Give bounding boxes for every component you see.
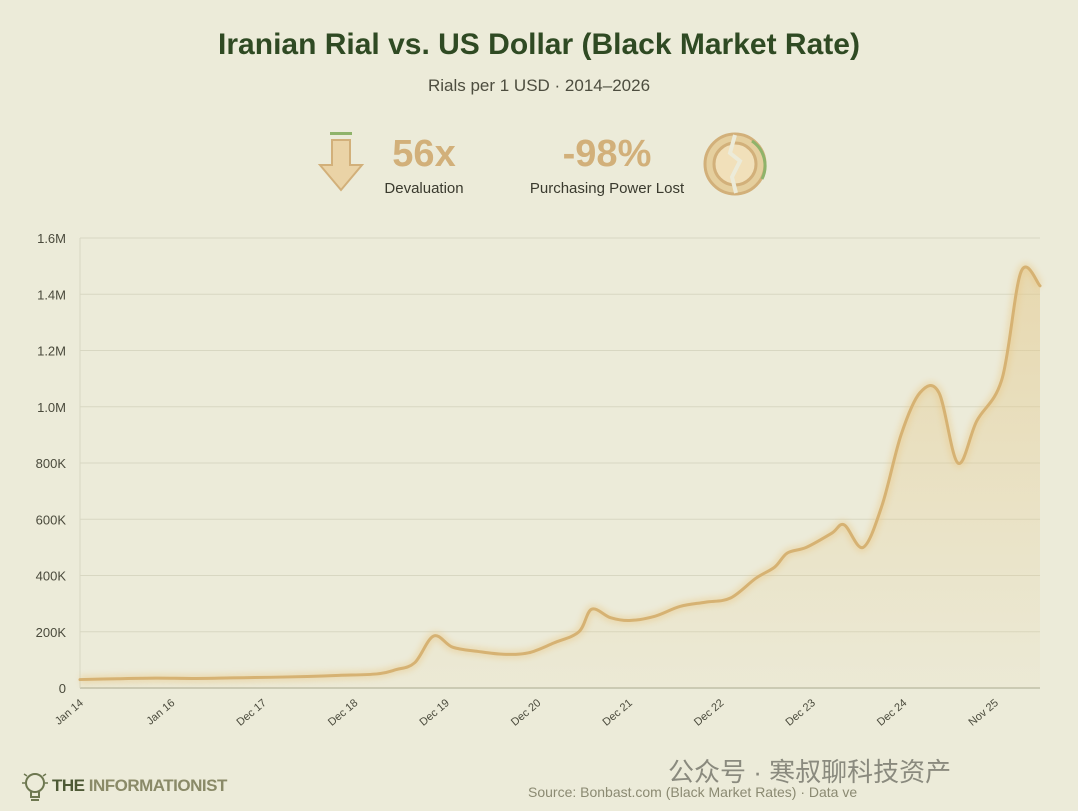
lightbulb-icon <box>22 773 48 801</box>
x-tick-label: Dec 18 <box>326 697 360 729</box>
source-note: Source: Bonbast.com (Black Market Rates)… <box>528 784 858 800</box>
x-tick-label: Jan 16 <box>144 697 177 727</box>
logo-brand: THE <box>52 776 89 795</box>
stat-devaluation-label: Devaluation <box>384 180 464 197</box>
stat-devaluation-value: 56x <box>392 133 456 175</box>
x-tick-label: Dec 20 <box>509 697 543 729</box>
chart-title: Iranian Rial vs. US Dollar (Black Market… <box>218 28 860 61</box>
x-tick-label: Dec 19 <box>418 697 452 729</box>
watermark: 公众号 · 寒叔聊科技资产 <box>668 757 952 787</box>
x-tick-label: Dec 22 <box>692 697 726 729</box>
x-tick-label: Nov 25 <box>967 697 1001 729</box>
chart-subtitle: Rials per 1 USD · 2014–2026 <box>427 76 651 95</box>
series-area <box>80 267 1040 688</box>
logo-brand-light: INFORMATIONIST <box>88 776 228 795</box>
y-tick-label: 400K <box>36 569 67 584</box>
x-tick-label: Dec 24 <box>875 697 909 729</box>
x-tick-label: Dec 23 <box>784 697 818 729</box>
series-line <box>78 265 1042 682</box>
y-tick-label: 800K <box>36 456 67 471</box>
y-tick-label: 1.0M <box>37 400 66 415</box>
stat-purchasing-label: Purchasing Power Lost <box>529 180 685 197</box>
y-tick-label: 1.6M <box>37 231 66 246</box>
down-arrow-icon <box>317 132 365 192</box>
broken-coin-icon <box>703 132 767 196</box>
chart-area: 0 200K 400K 600K 800K 1.0M 1.2M 1.4M 1.6M Jan 14… <box>36 231 1044 729</box>
y-tick-label: 600K <box>36 512 67 527</box>
x-tick-label: Dec 17 <box>235 697 269 729</box>
y-tick-label: 200K <box>36 625 67 640</box>
stat-purchasing-value: -98% <box>562 133 652 175</box>
y-tick-label: 0 <box>59 681 66 696</box>
y-tick-label: 1.4M <box>37 287 66 302</box>
x-tick-label: Jan 14 <box>53 697 86 727</box>
logo: THE INFORMATIONIST <box>52 776 227 796</box>
x-tick-label: Dec 21 <box>601 697 635 729</box>
y-tick-label: 1.2M <box>37 344 66 359</box>
